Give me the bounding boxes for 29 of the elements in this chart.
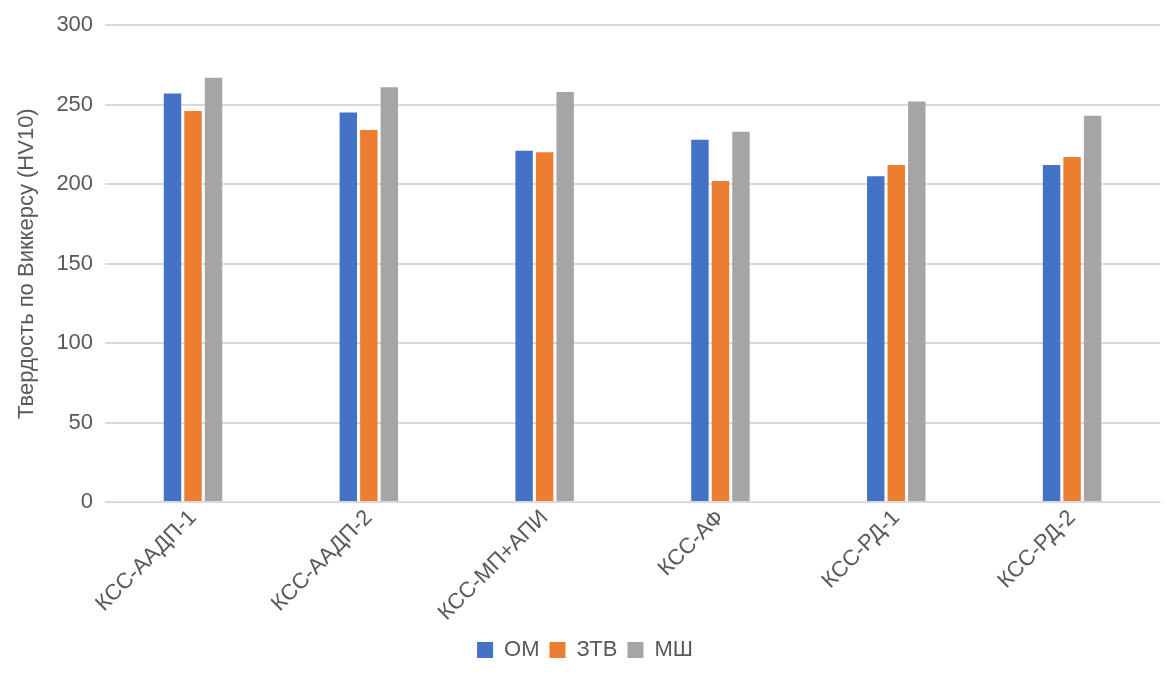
bar: [535, 152, 554, 502]
bar: [887, 165, 905, 502]
bar: [711, 180, 730, 502]
legend-label: МШ: [654, 636, 693, 662]
bar: [556, 91, 574, 502]
y-tick-label: 150: [56, 249, 94, 275]
bar: [380, 87, 399, 502]
bar: [360, 130, 378, 502]
bar: [691, 139, 709, 502]
y-tick-label: 100: [56, 329, 94, 355]
bar: [204, 77, 223, 502]
bar: [1063, 157, 1081, 502]
y-axis-title: Твердость по Виккерсу (HV10): [13, 108, 39, 419]
legend-label: ЗТВ: [576, 636, 618, 662]
bar: [1042, 165, 1061, 502]
y-tick-label: 300: [56, 11, 94, 37]
y-tick-label: 200: [56, 170, 94, 196]
bar: [908, 101, 926, 502]
bar: [515, 150, 533, 502]
legend-label: ОМ: [504, 636, 540, 662]
bar: [163, 93, 182, 502]
y-tick-label: 50: [68, 408, 94, 434]
bar: [867, 176, 885, 502]
bar: [184, 111, 202, 502]
y-tick-label: 0: [80, 488, 94, 514]
bar: [339, 112, 358, 502]
y-tick-label: 250: [56, 90, 94, 116]
bar: [1083, 115, 1102, 502]
bar: [732, 131, 750, 502]
